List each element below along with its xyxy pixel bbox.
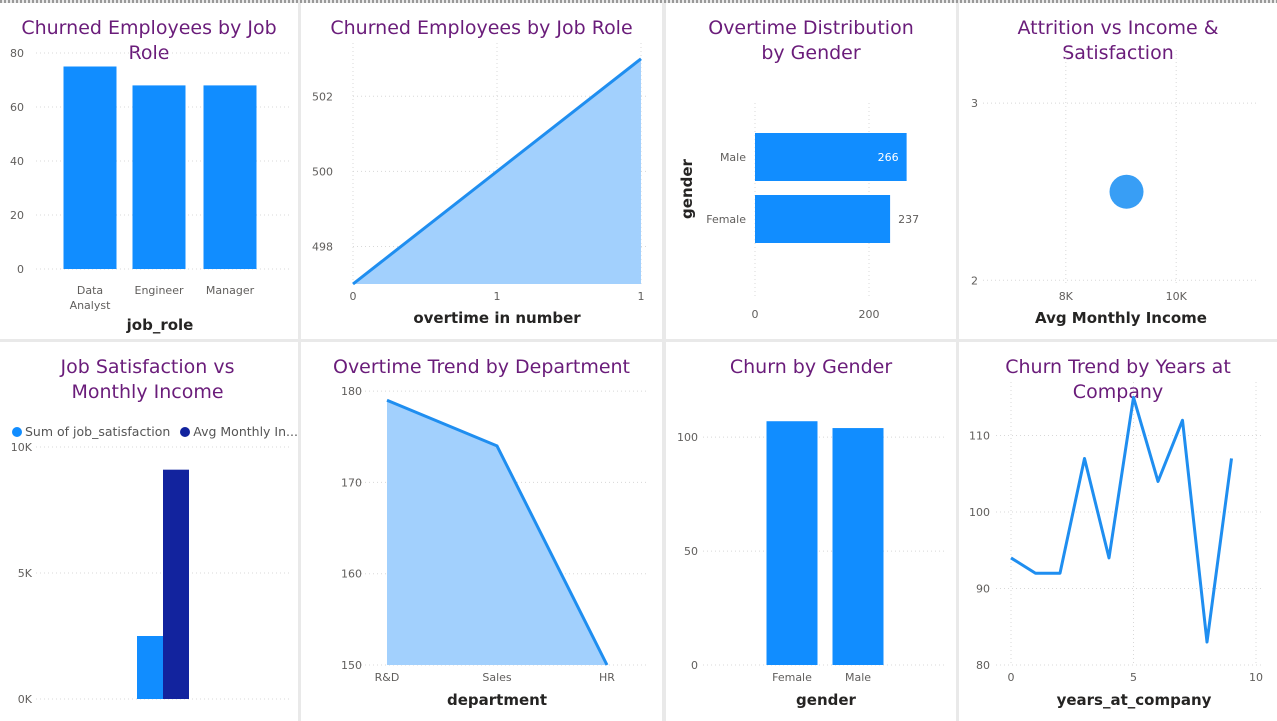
legend-label: Avg Monthly In... xyxy=(193,424,298,439)
bar xyxy=(755,195,891,243)
chart-title: Job Satisfaction vs Monthly Income xyxy=(60,356,235,403)
bar xyxy=(766,421,818,665)
y-tick-label: Male xyxy=(720,151,746,164)
chart-svg: 0 20 40 60 80 Data Analyst Engineer Manager job_r… xyxy=(10,47,290,334)
bar xyxy=(63,66,117,269)
y-tick-label: 100 xyxy=(677,431,698,444)
data-label: 266 xyxy=(878,151,899,164)
y-tick-label: 5K xyxy=(18,567,33,580)
series-line xyxy=(1010,395,1233,644)
y-tick-label: 3 xyxy=(971,97,978,110)
x-axis-label: overtime in number xyxy=(413,309,581,327)
x-tick-label: Engineer xyxy=(135,284,184,297)
card-overtime-by-gender[interactable]: Overtime Distribution by Gender 0 200 Male… xyxy=(666,3,956,339)
y-tick-label: 100 xyxy=(969,506,990,519)
series-line xyxy=(352,57,642,286)
chart-title: Attrition vs Income & Satisfaction xyxy=(1017,17,1219,64)
x-tick-label: R&D xyxy=(375,671,400,684)
data-point xyxy=(1109,174,1144,209)
chart-svg: 2 3 8K 10K Avg Monthly Income xyxy=(971,50,1259,327)
x-axis-label: Avg Monthly Income xyxy=(1035,309,1207,327)
card-overtime-by-department[interactable]: Overtime Trend by Department 150 160 170 18… xyxy=(301,342,662,721)
chart-svg: 0 200 Male 266 Female 237 gender xyxy=(678,103,919,321)
chart-title: Overtime Trend by Department xyxy=(332,356,631,378)
y-tick-label: 0 xyxy=(17,263,24,276)
bar xyxy=(755,133,907,181)
y-tick-label: 60 xyxy=(10,101,24,114)
series-line xyxy=(386,398,609,666)
chart-title: Overtime Distribution by Gender xyxy=(708,17,914,64)
card-churn-by-overtime[interactable]: Churned Employees by Job Role 498 500 502 0… xyxy=(301,3,662,339)
y-tick-label: 50 xyxy=(684,545,698,558)
y-tick-label: 0K xyxy=(18,693,33,706)
y-tick-label: 498 xyxy=(312,240,333,253)
card-churn-by-years[interactable]: Churn Trend by Years at Company 80 90 100 1… xyxy=(959,342,1277,721)
bar xyxy=(203,85,257,270)
top-border xyxy=(0,0,1277,3)
chart-title: Churned Employees by Job Role xyxy=(330,17,633,39)
legend-item[interactable]: Sum of job_satisfaction xyxy=(12,424,170,439)
x-tick-label: Male xyxy=(845,671,871,684)
card-churn-by-gender[interactable]: Churn by Gender 0 50 100 Female Male gender xyxy=(666,342,956,721)
x-tick-label: 1 xyxy=(494,290,501,303)
y-tick-label: 20 xyxy=(10,209,24,222)
chart-svg: 150 160 170 180 R&D Sales HR department xyxy=(341,385,646,709)
card-churn-by-job-role[interactable]: Churned Employees by Job Role 0 20 40 60 80 D… xyxy=(0,3,298,339)
y-tick-label: 502 xyxy=(312,90,333,103)
bar xyxy=(137,636,163,699)
x-tick-label: 0 xyxy=(1008,671,1015,684)
x-tick-label: HR xyxy=(599,671,615,684)
y-tick-label: 80 xyxy=(976,659,990,672)
x-tick-label: Female xyxy=(772,671,812,684)
legend-swatch xyxy=(180,427,191,437)
x-tick-label: 0 xyxy=(752,308,759,321)
x-tick-label: Sales xyxy=(482,671,512,684)
chart-svg: 80 90 100 110 0 5 10 years_at_company xyxy=(969,382,1264,709)
area-fill xyxy=(387,400,607,665)
x-tick-label: 1 xyxy=(638,290,645,303)
data-label: 237 xyxy=(898,213,919,226)
y-tick-label: 110 xyxy=(969,430,990,443)
x-tick-label: 200 xyxy=(859,308,880,321)
card-satisfaction-vs-income[interactable]: Job Satisfaction vs Monthly Income Sum o… xyxy=(0,342,298,721)
x-tick-label: Analyst xyxy=(70,299,112,312)
bar xyxy=(132,85,186,270)
y-tick-label: 10K xyxy=(11,441,33,454)
y-tick-label: 170 xyxy=(341,476,362,489)
y-tick-label: 0 xyxy=(691,659,698,672)
y-tick-label: 150 xyxy=(341,659,362,672)
legend-item[interactable]: Avg Monthly In... xyxy=(180,424,298,439)
y-axis-label: gender xyxy=(678,158,696,219)
card-attrition-vs-income[interactable]: Attrition vs Income & Satisfaction 2 3 8K 1… xyxy=(959,3,1277,339)
chart-title: Churn Trend by Years at Company xyxy=(1005,356,1231,403)
legend-label: Sum of job_satisfaction xyxy=(25,424,171,439)
y-tick-label: 500 xyxy=(312,165,333,178)
x-axis-label: job_role xyxy=(126,316,194,334)
chart-svg: 0 50 100 Female Male gender xyxy=(677,421,946,709)
y-tick-label: 160 xyxy=(341,568,362,581)
x-tick-label: 0 xyxy=(350,290,357,303)
y-tick-label: 180 xyxy=(341,385,362,398)
chart-svg: 498 500 502 0 1 1 overtime in number xyxy=(312,43,646,327)
x-tick-label: 5 xyxy=(1130,671,1137,684)
x-tick-label: Data xyxy=(77,284,103,297)
chart-title: Churn by Gender xyxy=(729,356,893,378)
bar xyxy=(163,469,189,699)
x-tick-label: Manager xyxy=(206,284,255,297)
x-axis-label: department xyxy=(447,691,547,709)
y-tick-label: 90 xyxy=(976,583,990,596)
x-axis-label: years_at_company xyxy=(1057,691,1212,709)
x-tick-label: 10K xyxy=(1166,290,1188,303)
y-tick-label: 2 xyxy=(971,274,978,287)
chart-legend: Sum of job_satisfaction Avg Monthly In..… xyxy=(12,424,298,439)
x-tick-label: 10 xyxy=(1249,671,1263,684)
x-tick-label: 8K xyxy=(1059,290,1074,303)
bar xyxy=(832,428,884,665)
y-tick-label: Female xyxy=(706,213,746,226)
y-tick-label: 80 xyxy=(10,47,24,60)
legend-swatch xyxy=(12,427,22,437)
chart-svg: 0K 5K 10K xyxy=(11,441,290,706)
x-axis-label: gender xyxy=(796,691,857,709)
y-tick-label: 40 xyxy=(10,155,24,168)
